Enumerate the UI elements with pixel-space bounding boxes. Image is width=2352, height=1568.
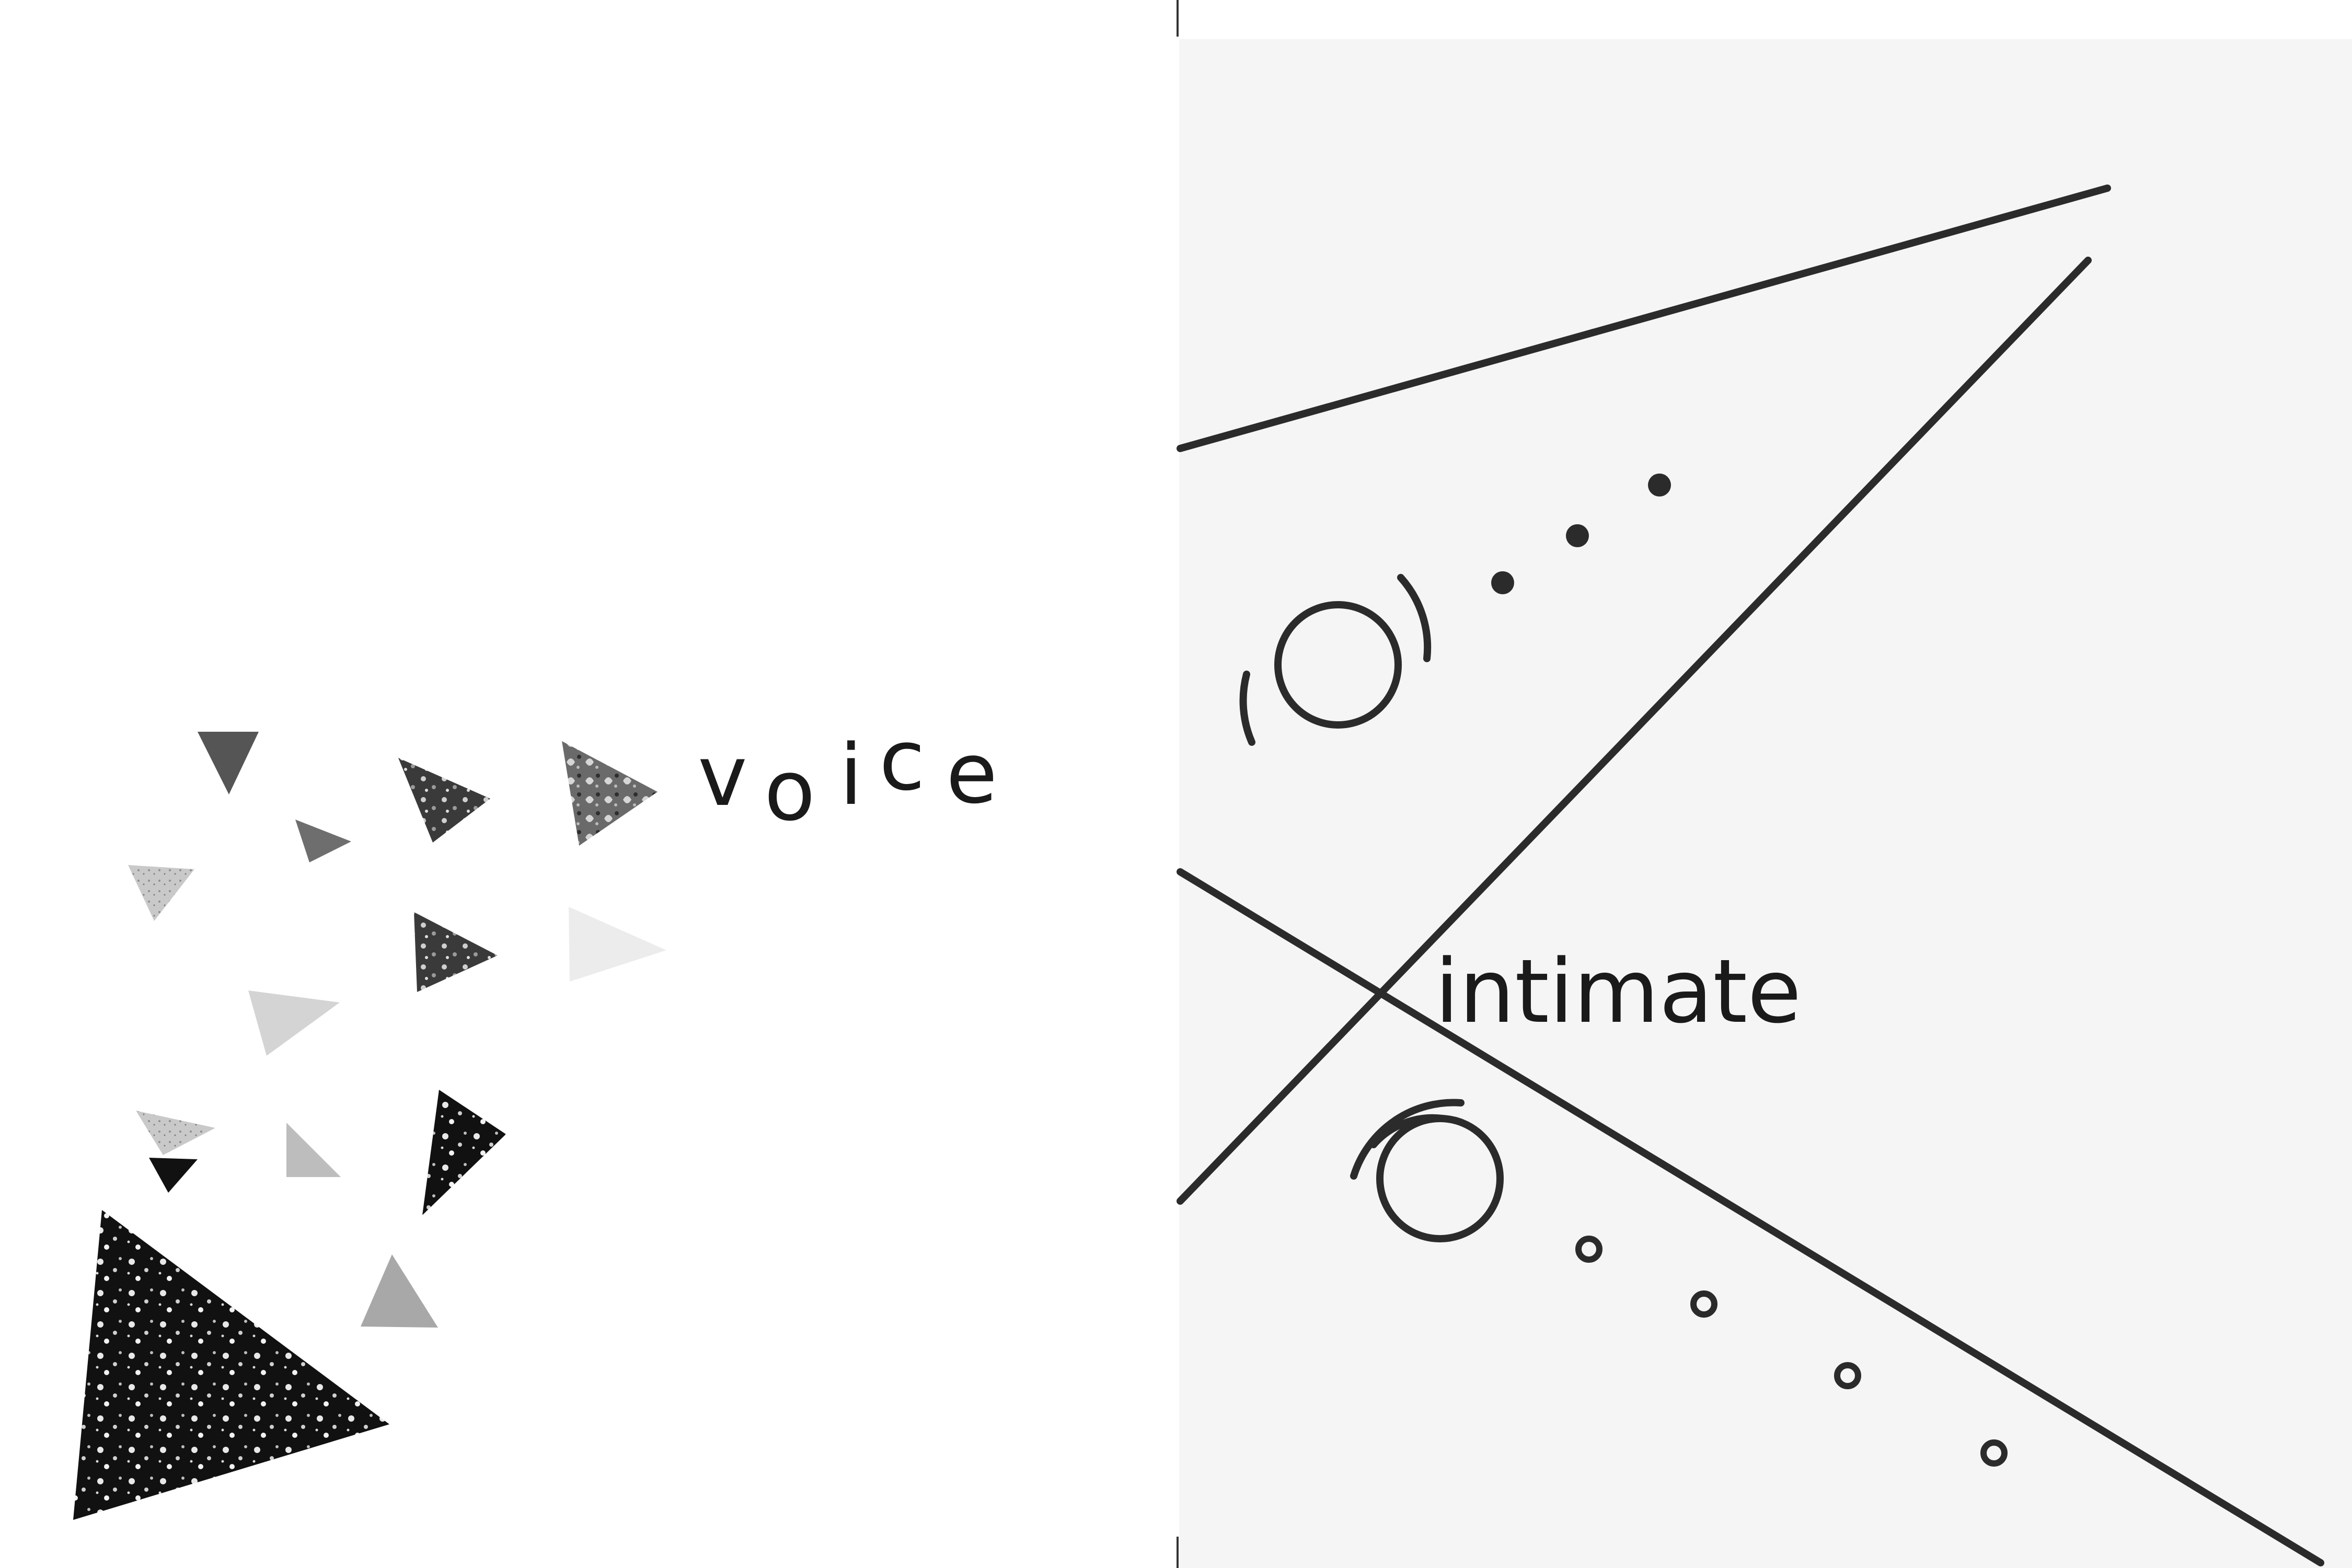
collage-triangle-floral-middle (414, 912, 498, 992)
intimate-word: intimate (1435, 940, 1802, 1043)
ring-dot-4 (1980, 1439, 2008, 1467)
collage-triangle-large-floral (73, 1210, 389, 1520)
solid-dot-2 (1566, 524, 1589, 547)
line-drawing (1177, 185, 2324, 1566)
left-page: v o i c e (73, 711, 998, 1520)
collage-triangle-paisley (562, 741, 658, 846)
ellipsis-dots (1491, 474, 1671, 594)
collage-triangle-faint-right (569, 907, 666, 982)
ring-dot-2 (1690, 1290, 1717, 1318)
collage-triangle-light-center (248, 990, 340, 1056)
voice-letter-o: o (764, 742, 815, 839)
sound-arc-lower-inner (1370, 1114, 1446, 1148)
right-page-background (1179, 39, 2352, 1568)
sound-wave-lower (1350, 1099, 1504, 1242)
collage-triangle-small-grey (295, 820, 351, 862)
voice-word: v o i c e (698, 711, 997, 839)
diagonal-line-lower (1177, 868, 2324, 1566)
voice-letter-i: i (839, 726, 862, 824)
collage-triangle-speckle-bottom (136, 1111, 215, 1155)
collage-triangle-floral-right (422, 1090, 506, 1215)
right-page: intimate (1177, 39, 2352, 1568)
collage-triangle-grey-center (286, 1123, 341, 1177)
collage-triangle-grey-top (198, 732, 259, 794)
triangle-collage (73, 732, 666, 1520)
sound-circle-upper (1274, 601, 1402, 729)
collage-triangle-dark-small (149, 1158, 198, 1193)
voice-letter-c: c (879, 711, 925, 809)
voice-letter-e: e (946, 724, 997, 822)
voice-letter-v: v (698, 727, 747, 825)
diagonal-line-top (1177, 185, 2111, 452)
collage-triangle-pale-left (128, 865, 194, 921)
ring-dot-1 (1575, 1236, 1602, 1263)
sound-arc-upper-right (1397, 574, 1432, 662)
ring-dot-3 (1834, 1362, 1861, 1389)
sound-wave-upper (1239, 574, 1432, 746)
solid-dot-1 (1491, 571, 1514, 594)
collage-triangle-grey-lower (361, 1254, 438, 1328)
collage-triangle-floral-top (398, 758, 490, 843)
solid-dot-3 (1648, 474, 1671, 497)
sound-arc-lower-outer (1350, 1099, 1465, 1180)
sound-arc-upper-left (1239, 671, 1255, 746)
diagonal-line-long (1177, 257, 2092, 1205)
